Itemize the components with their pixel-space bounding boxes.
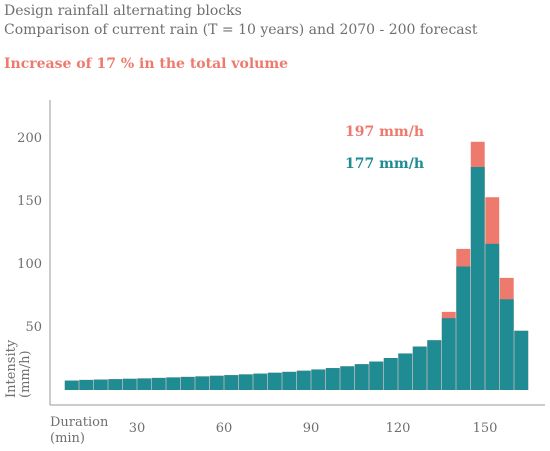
y-tick-label-150: 150 [17, 194, 42, 209]
y-axis-label-line1: Intensity [4, 339, 19, 398]
bar-current-65 [238, 374, 253, 390]
y-tick-label-50: 50 [25, 320, 42, 335]
bar-current-50 [195, 376, 210, 390]
bar-current-110 [369, 361, 384, 390]
bar-current-70 [253, 373, 268, 390]
x-tick-label-120: 120 [386, 421, 411, 436]
bar-current-40 [166, 377, 181, 390]
bar-current-155 [499, 299, 514, 390]
chart-subtitle: Comparison of current rain (T = 10 years… [4, 22, 478, 38]
bar-current-25 [122, 378, 137, 390]
bar-current-160 [514, 330, 529, 390]
bar-current-80 [282, 371, 297, 390]
bar-current-10 [79, 379, 94, 390]
bar-current-30 [137, 378, 152, 390]
x-tick-label-90: 90 [303, 421, 320, 436]
chart-title: Design rainfall alternating blocks [4, 3, 242, 19]
y-tick-label-200: 200 [17, 131, 42, 146]
bar-current-100 [340, 366, 355, 390]
bar-current-145 [470, 166, 485, 390]
peak-forecast-label: 197 mm/h [345, 124, 424, 140]
bar-current-55 [209, 375, 224, 390]
x-tick-label-30: 30 [129, 421, 146, 436]
bar-current-150 [485, 243, 500, 390]
bar-current-130 [427, 340, 442, 390]
bar-current-90 [311, 369, 326, 390]
x-axis-label-line1: Duration [50, 415, 109, 430]
bar-current-115 [383, 357, 398, 390]
peak-current-label: 177 mm/h [345, 156, 424, 172]
bar-current-45 [180, 376, 195, 390]
bar-current-95 [325, 368, 340, 390]
bar-current-75 [267, 372, 282, 390]
bar-current-140 [456, 266, 471, 390]
volume-increase-headline: Increase of 17 % in the total volume [4, 56, 289, 72]
y-tick-label-100: 100 [17, 257, 42, 272]
bar-current-60 [224, 375, 239, 390]
y-axis-label-line2: (mm/h) [18, 350, 33, 398]
bar-current-105 [354, 364, 369, 390]
bar-current-120 [398, 353, 413, 390]
x-tick-label-150: 150 [473, 421, 498, 436]
x-axis-label-line2: (min) [50, 431, 85, 446]
x-tick-label-60: 60 [216, 421, 233, 436]
bar-current-35 [151, 377, 166, 390]
bar-current-135 [441, 318, 456, 390]
bar-current-15 [93, 379, 108, 390]
bar-current-85 [296, 370, 311, 390]
bar-current-5 [64, 380, 79, 390]
bar-current-20 [108, 379, 123, 390]
bar-current-125 [412, 346, 427, 390]
